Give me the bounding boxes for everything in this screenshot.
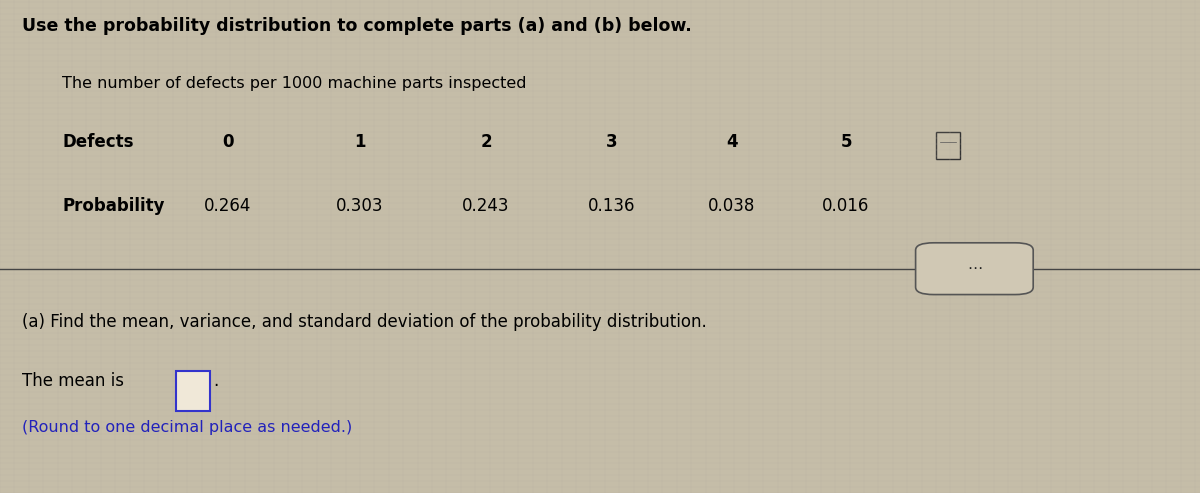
Text: Defects: Defects [62,133,134,151]
Text: 5: 5 [840,133,852,151]
Text: 3: 3 [606,133,618,151]
Text: 0.038: 0.038 [708,197,756,215]
Text: .: . [214,372,218,390]
Text: 0.243: 0.243 [462,197,510,215]
Text: 4: 4 [726,133,738,151]
Text: 0.136: 0.136 [588,197,636,215]
Text: (Round to one decimal place as needed.): (Round to one decimal place as needed.) [22,420,352,435]
FancyBboxPatch shape [916,243,1033,294]
Text: 0.264: 0.264 [204,197,252,215]
FancyBboxPatch shape [936,132,960,159]
Text: The number of defects per 1000 machine parts inspected: The number of defects per 1000 machine p… [62,76,527,91]
Text: 2: 2 [480,133,492,151]
Text: 1: 1 [354,133,366,151]
Text: The mean is: The mean is [22,372,124,390]
Text: ⋯: ⋯ [967,261,982,276]
Text: 0.303: 0.303 [336,197,384,215]
Text: Probability: Probability [62,197,164,215]
Text: 0: 0 [222,133,234,151]
Text: 0.016: 0.016 [822,197,870,215]
Text: (a) Find the mean, variance, and standard deviation of the probability distribut: (a) Find the mean, variance, and standar… [22,313,707,331]
Text: Use the probability distribution to complete parts (a) and (b) below.: Use the probability distribution to comp… [22,17,691,35]
FancyBboxPatch shape [176,371,210,411]
